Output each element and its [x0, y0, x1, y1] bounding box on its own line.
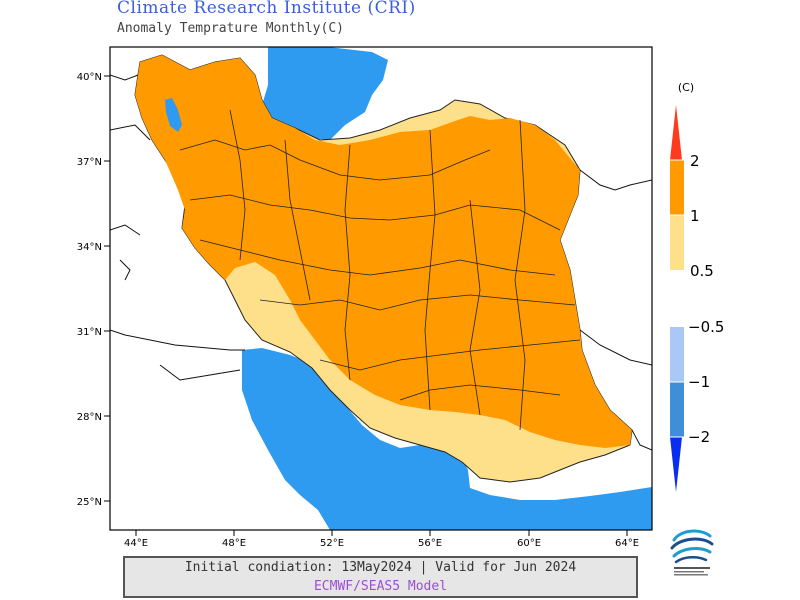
legend-unit: (C)	[678, 81, 694, 94]
lon-axis: 44°E 48°E 52°E 56°E 60°E 64°E	[124, 530, 639, 549]
lat-label-40: 40°N	[77, 72, 102, 83]
institute-logo-icon	[670, 529, 714, 576]
lat-label-34: 34°N	[77, 242, 102, 253]
legend-label-2: 2	[690, 152, 700, 170]
neighbour-borders	[110, 74, 652, 451]
legend-label-neg1: −1	[688, 373, 710, 391]
map-subtitle: Anomaly Temprature Monthly(C)	[117, 21, 344, 36]
anomaly-1-to-2	[135, 55, 632, 448]
footer-panel: Initial condiation: 13May2024 | Valid fo…	[123, 556, 638, 598]
legend-label-neg2: −2	[688, 428, 710, 446]
initial-condition-text: Initial condiation: 13May2024 | Valid fo…	[184, 560, 577, 575]
lat-axis: 40°N 37°N 34°N 31°N 28°N 25°N	[77, 72, 110, 508]
map-frame	[109, 46, 653, 531]
lon-label-52: 52°E	[320, 538, 344, 549]
legend-0.5-to-1	[670, 215, 684, 270]
caspian-sea	[262, 47, 388, 140]
lat-label-37: 37°N	[77, 157, 102, 168]
persian-gulf	[242, 348, 652, 530]
map-title: Climate Research Institute (CRI)	[117, 0, 416, 18]
lon-label-56: 56°E	[418, 538, 442, 549]
legend-neg-0.5-to-1	[670, 327, 684, 382]
lat-label-28: 28°N	[77, 412, 102, 423]
lat-label-31: 31°N	[77, 327, 102, 338]
lon-label-48: 48°E	[222, 538, 246, 549]
lon-label-44: 44°E	[124, 538, 148, 549]
legend-label-0.5: 0.5	[690, 262, 714, 280]
color-legend: (C) 2 1 0.5 −0.5 −1 −2	[670, 81, 724, 492]
legend-label-1: 1	[690, 207, 700, 225]
model-name-text: ECMWF/SEAS5 Model	[313, 579, 448, 594]
lake-urmia	[165, 98, 182, 132]
lat-label-25: 25°N	[77, 497, 102, 508]
lon-label-60: 60°E	[517, 538, 541, 549]
legend-below-neg-2	[670, 437, 682, 492]
legend-1-to-2	[670, 160, 684, 215]
province-borders	[179, 109, 581, 431]
legend-above-2	[670, 105, 682, 160]
legend-neg-1-to-2	[670, 382, 684, 437]
legend-label-neg0.5: −0.5	[688, 318, 724, 336]
lon-label-64: 64°E	[615, 538, 639, 549]
